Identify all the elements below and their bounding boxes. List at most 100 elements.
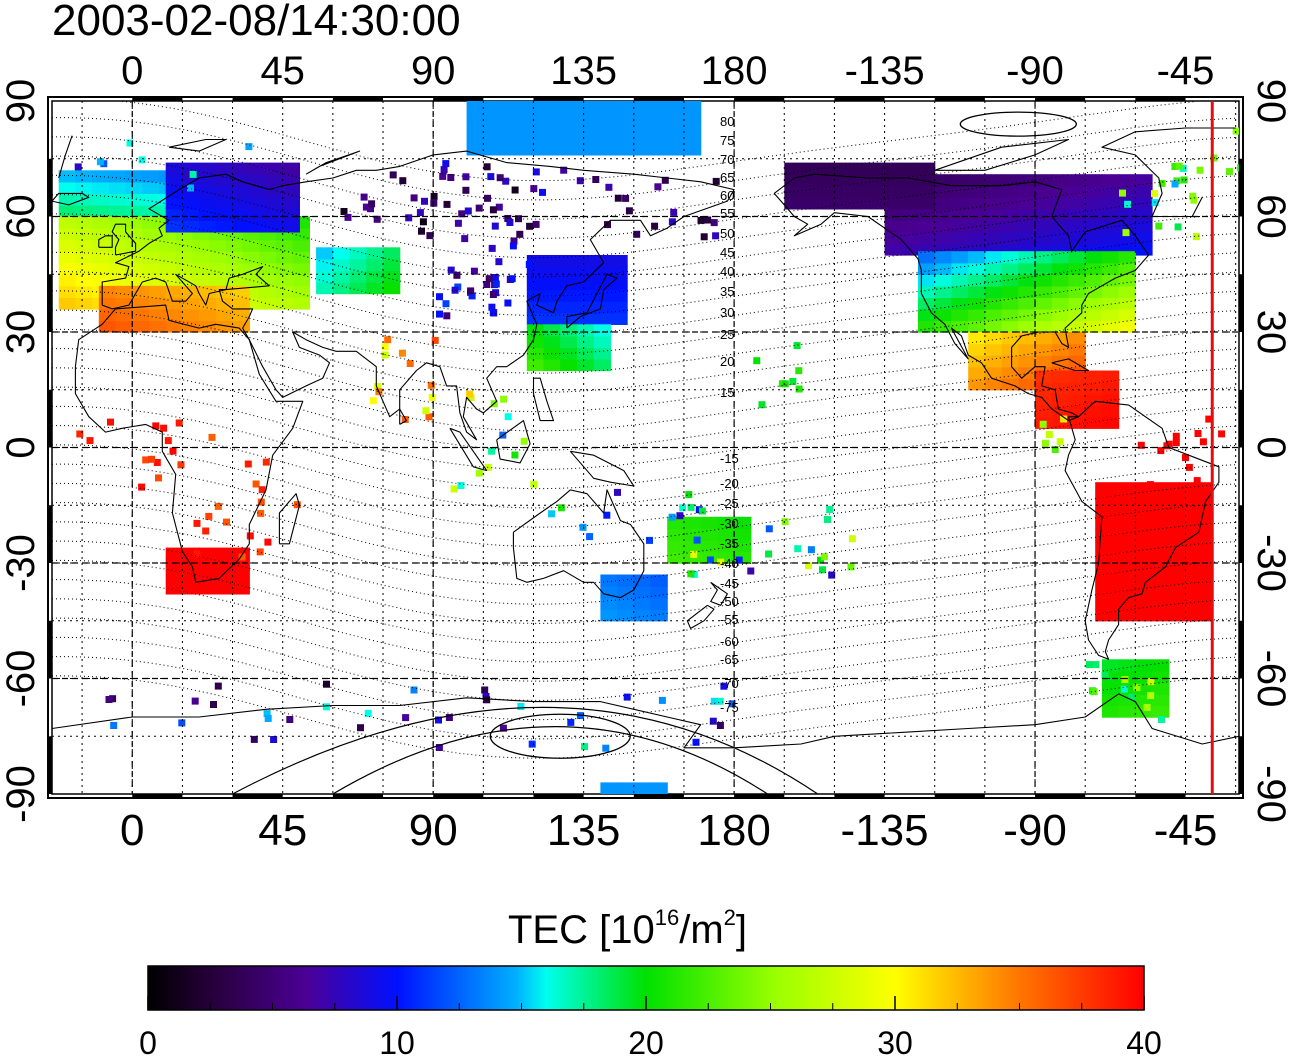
tec-patch-cell <box>1051 343 1070 356</box>
tec-patch-cell <box>1001 332 1019 345</box>
tec-patch-cell <box>1101 185 1120 198</box>
tec-patch-cell <box>700 528 718 541</box>
tec-square <box>178 719 186 727</box>
tec-patch-cell <box>1178 609 1197 622</box>
tec-patch-cell <box>516 108 535 121</box>
tec-square <box>668 513 676 521</box>
tec-patch-cell <box>1195 482 1213 495</box>
tec-patch-cell <box>1001 343 1019 356</box>
tec-square <box>322 703 330 711</box>
tec-patch-cell <box>593 312 611 325</box>
lat-lon-grid <box>52 101 1239 794</box>
tec-patch-cell <box>249 162 267 175</box>
tec-patch-cell <box>232 174 250 187</box>
tec-square <box>193 519 201 527</box>
tec-patch-cell <box>232 570 250 583</box>
tec-square <box>374 383 382 390</box>
tec-patch-cell <box>1001 297 1019 310</box>
frame-segment-top <box>834 97 885 101</box>
tec-data-squares <box>74 127 1239 752</box>
tec-square <box>1171 163 1179 170</box>
tec-square <box>1164 500 1172 508</box>
tec-square <box>1158 179 1166 187</box>
tec-patch-cell <box>984 251 1003 264</box>
tec-square <box>735 556 743 564</box>
tec-patch-cell <box>1001 308 1019 322</box>
tec-square <box>1122 229 1130 237</box>
tec-patch-cell <box>225 239 244 252</box>
tec-square <box>560 166 568 174</box>
tec-patch-cell <box>550 131 568 144</box>
tec-square <box>357 724 364 732</box>
tec-square <box>109 695 117 703</box>
tec-square <box>421 197 428 205</box>
tec-square <box>364 709 372 717</box>
contour-line <box>52 540 1236 624</box>
tec-patch-cell <box>115 297 133 310</box>
tec-patch-cell <box>951 185 969 198</box>
tec-patch-cell <box>1068 251 1086 264</box>
tec-patch-cell <box>132 285 150 298</box>
tec-patch-cell <box>1018 208 1036 221</box>
tec-patch-cell <box>1001 231 1019 245</box>
tec-patch-cell <box>1068 208 1086 221</box>
tec-patch-cell <box>1101 285 1120 298</box>
coastline-ireland <box>98 235 113 248</box>
tec-square <box>824 516 831 523</box>
tec-patch-cell <box>108 216 127 229</box>
tec-patch-cell <box>600 586 618 599</box>
colorbar: 0 10 20 30 40 <box>139 965 1162 1057</box>
tec-patch-cell <box>58 170 76 183</box>
tec-patch-cell <box>1068 220 1086 233</box>
magnetic-latitude-contours <box>52 101 1236 794</box>
tec-patch-cell <box>1178 528 1197 541</box>
tec-patch-cell <box>232 559 250 572</box>
tec-patch-cell <box>149 285 167 298</box>
tec-patch-cell <box>951 320 969 333</box>
contour-line <box>52 463 1236 547</box>
tec-patch-cell <box>199 308 217 322</box>
tec-patch-cell <box>1095 609 1113 622</box>
tec-patch-cell <box>1018 262 1036 275</box>
frame-segment-right <box>1239 505 1243 563</box>
tec-patch-cell <box>1145 574 1163 587</box>
tec-patch-cell <box>125 193 143 206</box>
tec-patch-cell <box>1051 370 1070 383</box>
tec-square <box>658 696 666 704</box>
tec-patch-cell <box>617 586 635 599</box>
contour-line <box>52 213 1236 297</box>
tec-square <box>576 177 584 185</box>
tec-patch-cell <box>1178 574 1197 587</box>
tec-patch-cell <box>282 197 300 210</box>
lon-label-bottom: 45 <box>258 806 307 855</box>
tec-patch-cell <box>543 335 561 349</box>
tec-square <box>528 740 536 748</box>
tec-square <box>1196 166 1204 174</box>
tec-square <box>692 738 700 746</box>
tec-patch-cell <box>1128 597 1146 610</box>
tec-square <box>625 207 633 215</box>
tec-patch-cell <box>125 251 143 264</box>
tec-patch-cell <box>968 197 986 210</box>
tec-patch-cell <box>543 301 561 314</box>
tec-square <box>191 697 199 705</box>
frame-segment-bottom <box>232 794 283 798</box>
tec-patch-cell <box>1111 539 1130 553</box>
lon-label-top: -90 <box>1006 49 1064 93</box>
tec-patch-cell <box>276 239 294 252</box>
tec-patch-cell <box>1085 185 1103 198</box>
frame-segment-bottom <box>332 794 384 798</box>
tec-patch-cell <box>951 197 969 210</box>
frame-segment-right <box>1239 158 1243 217</box>
tec-patch-cell <box>1135 659 1153 672</box>
tec-patch-cell <box>968 343 986 356</box>
tec-square <box>488 303 496 311</box>
tec-patch-cell <box>884 243 902 256</box>
coastline-philippines <box>532 377 555 422</box>
tec-patch-cell <box>817 197 835 210</box>
tec-patch-cell <box>215 582 234 595</box>
tec-patch-cell <box>209 274 227 287</box>
tec-square <box>1120 685 1128 693</box>
tec-square <box>614 194 622 202</box>
tec-patch-cell <box>1068 274 1086 287</box>
